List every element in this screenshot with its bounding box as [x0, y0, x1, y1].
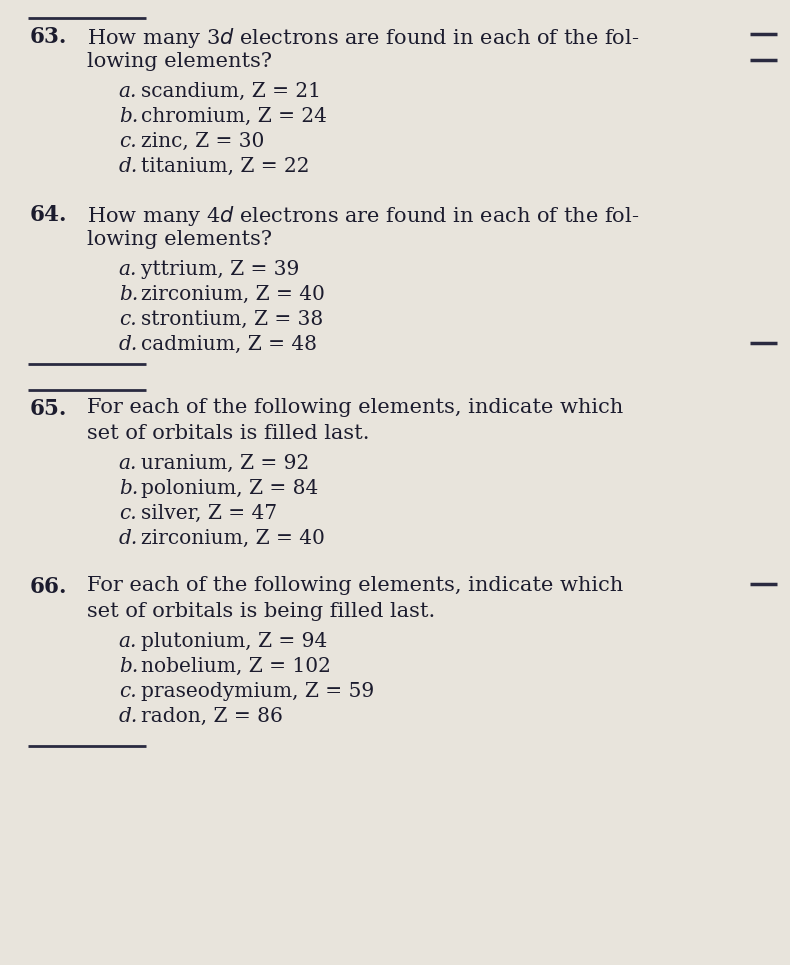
- Text: zirconium, Z = 40: zirconium, Z = 40: [141, 285, 325, 304]
- Text: yttrium, Z = 39: yttrium, Z = 39: [141, 260, 299, 279]
- Text: zinc, Z = 30: zinc, Z = 30: [141, 132, 264, 151]
- Text: b.: b.: [118, 479, 138, 498]
- Text: a.: a.: [118, 454, 137, 473]
- Text: For each of the following elements, indicate which: For each of the following elements, indi…: [87, 398, 623, 417]
- Text: cadmium, Z = 48: cadmium, Z = 48: [141, 335, 317, 354]
- Text: scandium, Z = 21: scandium, Z = 21: [141, 82, 321, 101]
- Text: praseodymium, Z = 59: praseodymium, Z = 59: [141, 682, 374, 701]
- Text: c.: c.: [118, 682, 137, 701]
- Text: d.: d.: [118, 529, 138, 548]
- Text: silver, Z = 47: silver, Z = 47: [141, 504, 276, 523]
- Text: c.: c.: [118, 504, 137, 523]
- Text: 64.: 64.: [30, 204, 67, 226]
- Text: How many 4$\mathit{d}$ electrons are found in each of the fol-: How many 4$\mathit{d}$ electrons are fou…: [87, 204, 639, 228]
- Text: How many 3$\mathit{d}$ electrons are found in each of the fol-: How many 3$\mathit{d}$ electrons are fou…: [87, 26, 639, 50]
- Text: c.: c.: [118, 310, 137, 329]
- Text: b.: b.: [118, 107, 138, 126]
- Text: polonium, Z = 84: polonium, Z = 84: [141, 479, 318, 498]
- Text: a.: a.: [118, 632, 137, 651]
- Text: d.: d.: [118, 707, 138, 726]
- Text: radon, Z = 86: radon, Z = 86: [141, 707, 282, 726]
- Text: chromium, Z = 24: chromium, Z = 24: [141, 107, 326, 126]
- Text: zirconium, Z = 40: zirconium, Z = 40: [141, 529, 325, 548]
- Text: nobelium, Z = 102: nobelium, Z = 102: [141, 657, 330, 676]
- Text: d.: d.: [118, 335, 138, 354]
- Text: titanium, Z = 22: titanium, Z = 22: [141, 157, 309, 176]
- Text: b.: b.: [118, 657, 138, 676]
- Text: a.: a.: [118, 260, 137, 279]
- Text: lowing elements?: lowing elements?: [87, 230, 272, 249]
- Text: strontium, Z = 38: strontium, Z = 38: [141, 310, 323, 329]
- Text: plutonium, Z = 94: plutonium, Z = 94: [141, 632, 327, 651]
- Text: c.: c.: [118, 132, 137, 151]
- Text: For each of the following elements, indicate which: For each of the following elements, indi…: [87, 576, 623, 595]
- Text: set of orbitals is filled last.: set of orbitals is filled last.: [87, 424, 370, 443]
- Text: a.: a.: [118, 82, 137, 101]
- Text: set of orbitals is being filled last.: set of orbitals is being filled last.: [87, 602, 435, 621]
- Text: lowing elements?: lowing elements?: [87, 52, 272, 71]
- Text: 65.: 65.: [30, 398, 67, 420]
- Text: 66.: 66.: [30, 576, 67, 598]
- Text: 63.: 63.: [30, 26, 67, 48]
- Text: d.: d.: [118, 157, 138, 176]
- Text: uranium, Z = 92: uranium, Z = 92: [141, 454, 309, 473]
- Text: b.: b.: [118, 285, 138, 304]
